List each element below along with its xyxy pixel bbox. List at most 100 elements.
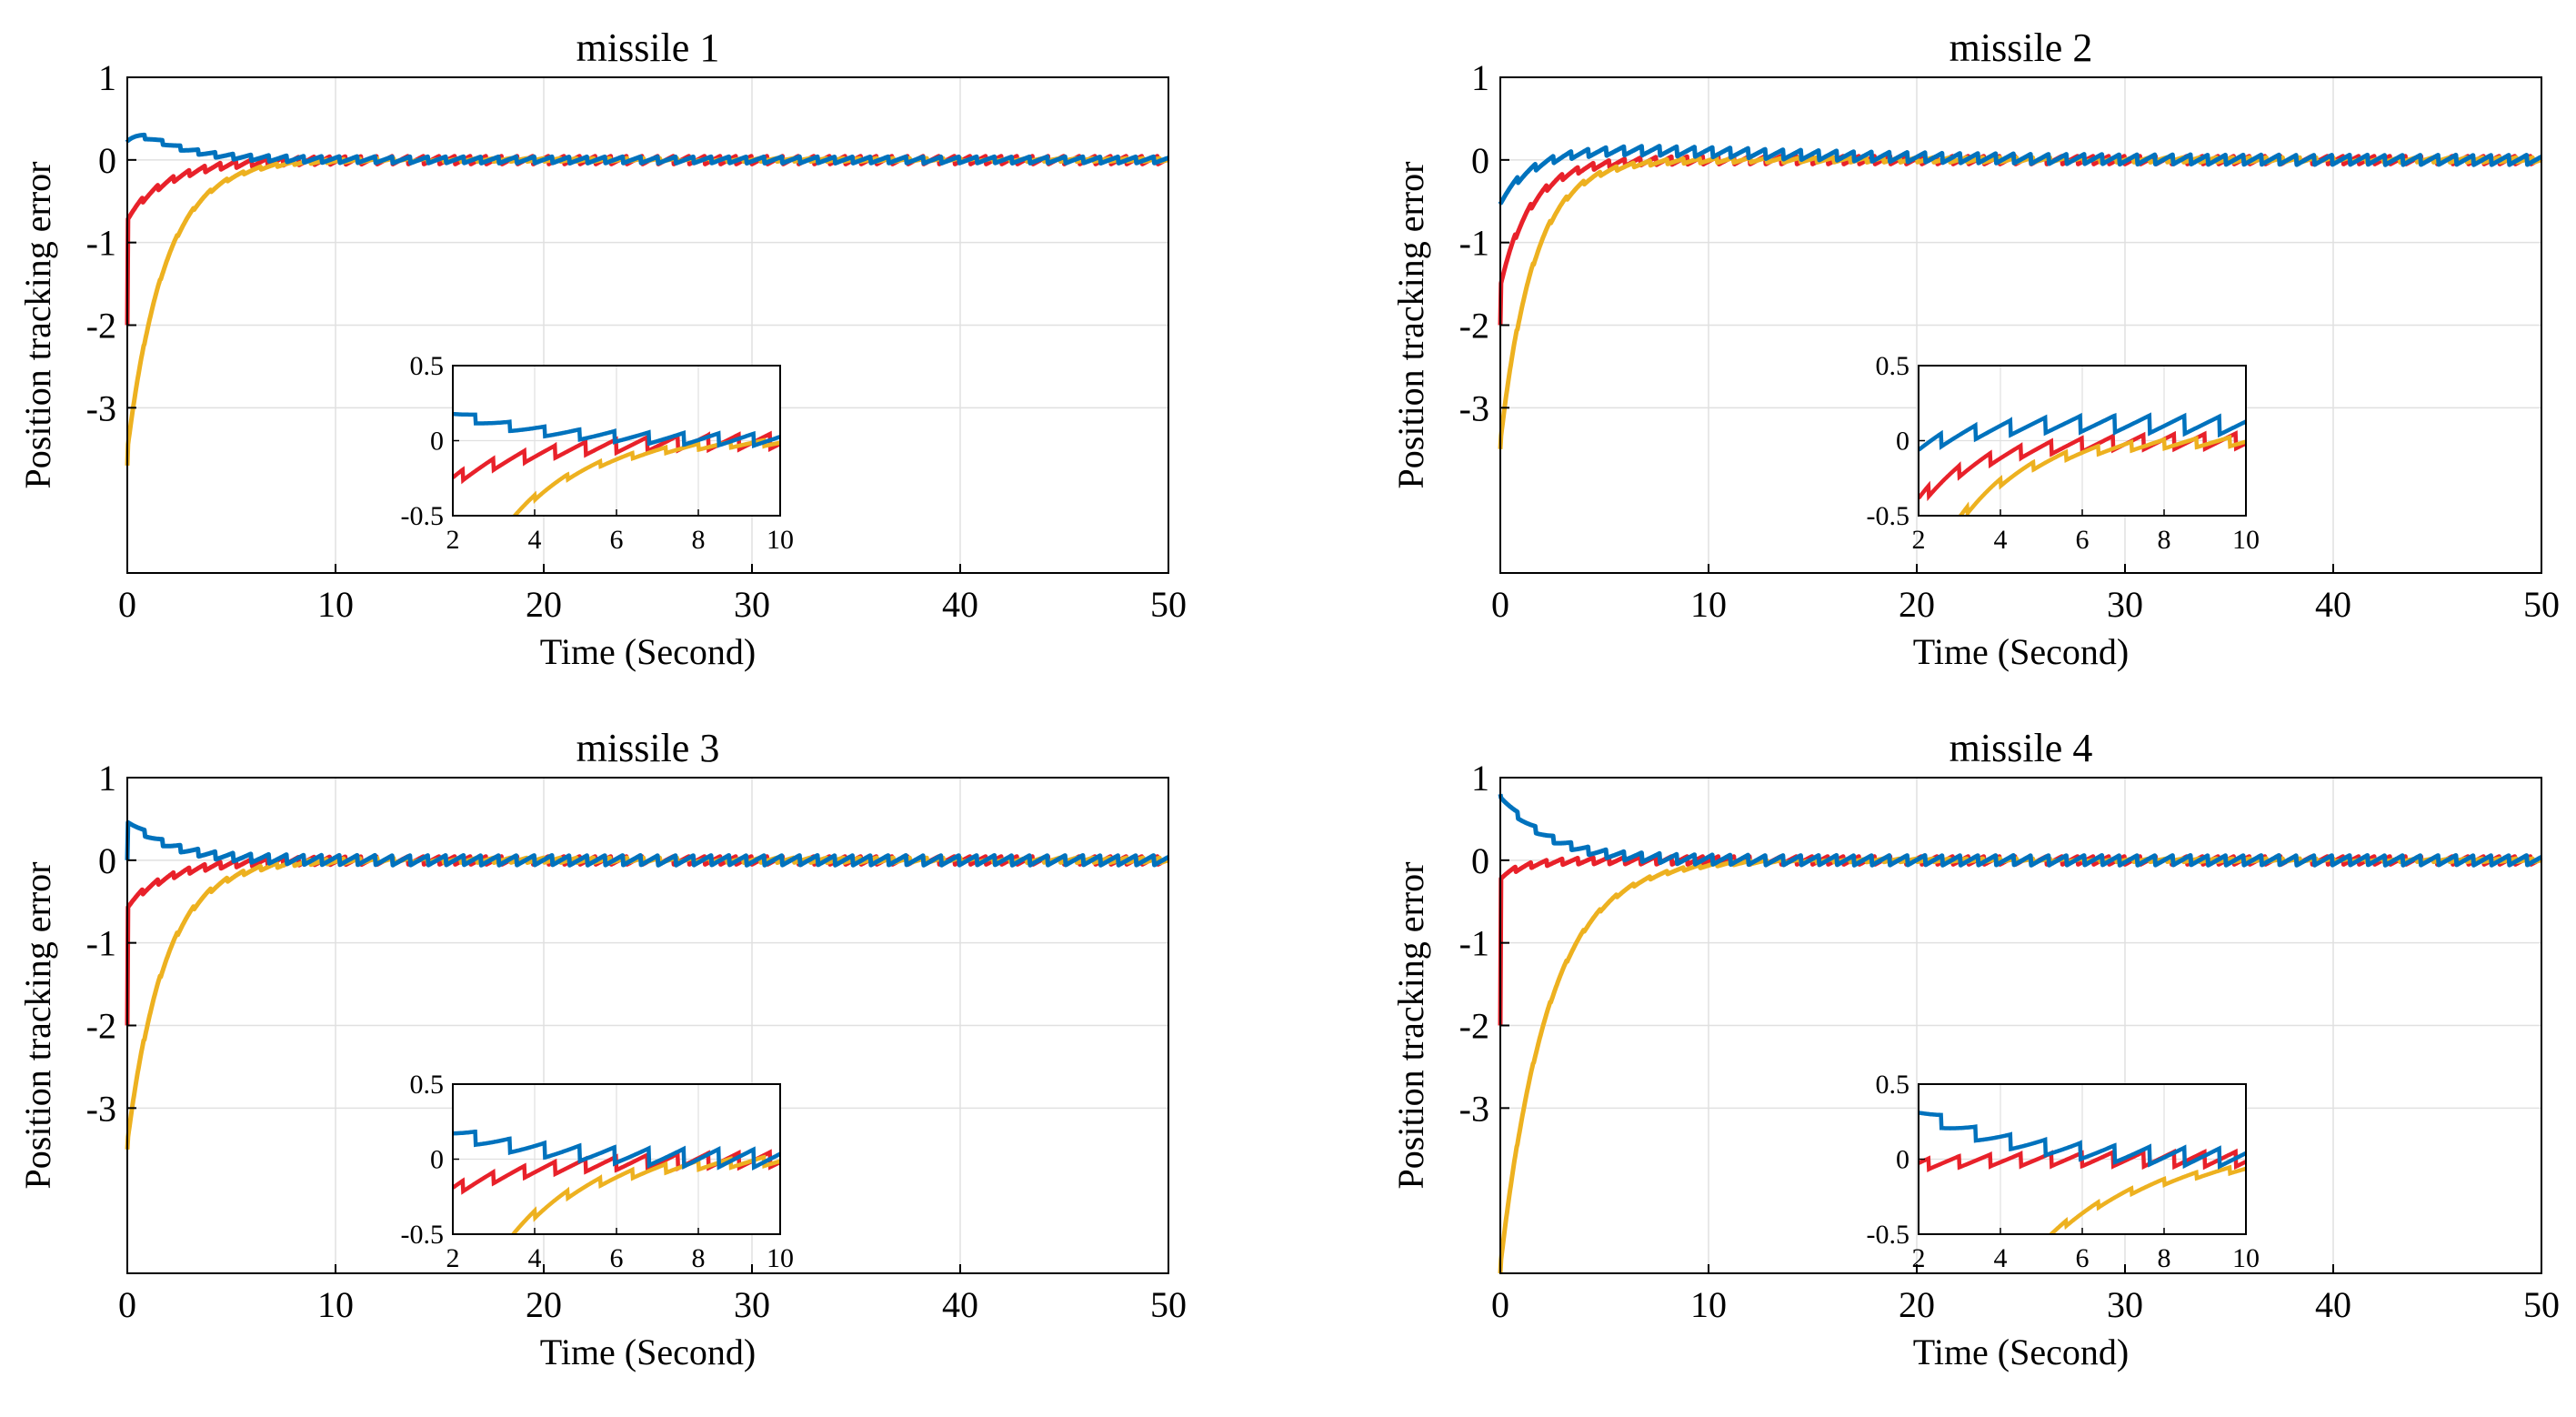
y-axis-label: Position tracking error xyxy=(17,162,58,489)
series-line-red xyxy=(1498,154,2543,326)
series-line-red xyxy=(125,154,1170,326)
y-tick-label: -3 xyxy=(1459,387,1489,428)
x-tick-label: 40 xyxy=(2315,584,2351,625)
y-tick-label: -3 xyxy=(86,1088,116,1129)
inset-x-tick-label: 2 xyxy=(446,525,460,555)
chart-title: missile 3 xyxy=(576,726,720,770)
inset-series-line-blue xyxy=(1919,412,2246,452)
y-tick-label: 1 xyxy=(98,758,116,799)
y-tick-label: -2 xyxy=(86,1006,116,1047)
inset-y-tick-label: -0.5 xyxy=(401,1220,445,1250)
x-tick-label: 20 xyxy=(526,584,562,625)
chart-title: missile 4 xyxy=(1950,726,2093,770)
y-axis-label: Position tracking error xyxy=(1390,162,1431,489)
inset-y-tick-label: 0 xyxy=(430,1145,444,1175)
x-axis-label: Time (Second) xyxy=(1913,631,2129,672)
x-tick-label: 40 xyxy=(2315,1284,2351,1325)
inset-x-tick-label: 4 xyxy=(528,525,542,555)
chart-title: missile 2 xyxy=(1950,25,2093,70)
inset-x-tick-label: 10 xyxy=(767,525,794,555)
y-tick-label: 1 xyxy=(1471,57,1489,98)
inset-x-tick-label: 8 xyxy=(2158,525,2171,555)
x-tick-label: 10 xyxy=(317,584,354,625)
y-tick-label: -1 xyxy=(1459,923,1489,964)
inset-y-tick-label: -0.5 xyxy=(1867,1220,1910,1250)
series-line-blue xyxy=(1498,144,2543,206)
inset-x-tick-label: 4 xyxy=(1994,1243,2008,1273)
x-tick-label: 30 xyxy=(734,1284,770,1325)
x-tick-label: 30 xyxy=(734,584,770,625)
inset-chart: 2 4 6 8 10 0.5 0 -0.5 xyxy=(401,1070,795,1273)
y-tick-label: 1 xyxy=(98,57,116,98)
y-tick-label: 0 xyxy=(1471,840,1489,881)
inset-y-tick-label: 0 xyxy=(1896,427,1909,457)
x-tick-label: 30 xyxy=(2107,584,2143,625)
x-axis-label: Time (Second) xyxy=(540,1332,756,1372)
inset-x-tick-label: 6 xyxy=(2076,525,2090,555)
x-tick-label: 50 xyxy=(1150,1284,1187,1325)
inset-y-tick-label: 0 xyxy=(1896,1145,1909,1175)
x-tick-label: 20 xyxy=(1899,584,1935,625)
series-line-blue xyxy=(125,819,1170,868)
chart-title: missile 1 xyxy=(576,25,720,70)
inset-x-tick-label: 8 xyxy=(692,525,706,555)
inset-y-tick-label: 0.5 xyxy=(1876,1070,1910,1100)
inset-x-tick-label: 2 xyxy=(1912,525,1926,555)
x-tick-label: 40 xyxy=(942,1284,978,1325)
inset-chart: 2 4 6 8 10 0.5 0 -0.5 xyxy=(1867,1070,2260,1273)
x-tick-label: 20 xyxy=(1899,1284,1935,1325)
inset-x-tick-label: 6 xyxy=(610,1243,624,1273)
inset-chart: 2 4 6 8 10 0.5 0 -0.5 xyxy=(1867,351,2260,555)
x-axis-label: Time (Second) xyxy=(540,631,756,672)
inset-series-line-red xyxy=(1919,1148,2246,1172)
x-tick-label: 50 xyxy=(2523,584,2560,625)
y-tick-label: -2 xyxy=(1459,1006,1489,1047)
series-line-blue xyxy=(1498,793,2543,868)
inset-y-tick-label: 0.5 xyxy=(410,1070,445,1100)
x-tick-label: 0 xyxy=(1491,1284,1509,1325)
y-axis-label: Position tracking error xyxy=(17,862,58,1190)
inset-x-tick-label: 4 xyxy=(1994,525,2008,555)
y-tick-label: -3 xyxy=(1459,1088,1489,1129)
x-tick-label: 50 xyxy=(2523,1284,2560,1325)
inset-series-line-blue xyxy=(1919,1110,2246,1170)
inset-series-line-blue xyxy=(453,1130,780,1171)
x-tick-label: 10 xyxy=(1690,1284,1727,1325)
y-tick-label: 0 xyxy=(98,140,116,181)
inset-y-tick-label: -0.5 xyxy=(401,501,445,531)
inset-series-line-orange xyxy=(2048,1164,2246,1234)
x-tick-label: 0 xyxy=(1491,584,1509,625)
x-tick-label: 40 xyxy=(942,584,978,625)
y-tick-label: -1 xyxy=(86,923,116,964)
inset-x-tick-label: 4 xyxy=(528,1243,542,1273)
y-tick-label: 1 xyxy=(1471,758,1489,799)
x-tick-label: 30 xyxy=(2107,1284,2143,1325)
inset-x-tick-label: 10 xyxy=(767,1243,794,1273)
inset-series-line-orange xyxy=(510,1154,780,1234)
x-tick-label: 20 xyxy=(526,1284,562,1325)
y-tick-label: -2 xyxy=(86,306,116,347)
inset-y-tick-label: 0 xyxy=(430,427,444,457)
y-tick-label: 0 xyxy=(98,840,116,881)
y-tick-label: -2 xyxy=(1459,306,1489,347)
inset-x-tick-label: 6 xyxy=(610,525,624,555)
inset-x-tick-label: 10 xyxy=(2232,525,2260,555)
inset-series-line-blue xyxy=(453,411,780,448)
y-axis-label: Position tracking error xyxy=(1390,862,1431,1190)
y-tick-label: -1 xyxy=(86,223,116,264)
x-axis-label: Time (Second) xyxy=(1913,1332,2129,1372)
inset-x-tick-label: 6 xyxy=(2076,1243,2090,1273)
x-tick-label: 0 xyxy=(118,584,136,625)
inset-y-tick-label: -0.5 xyxy=(1867,501,1910,531)
y-tick-label: 0 xyxy=(1471,140,1489,181)
inset-x-tick-label: 10 xyxy=(2232,1243,2260,1273)
inset-y-tick-label: 0.5 xyxy=(410,351,445,381)
x-tick-label: 10 xyxy=(1690,584,1727,625)
inset-chart: 2 4 6 8 10 0.5 0 -0.5 xyxy=(401,351,795,555)
x-tick-label: 10 xyxy=(317,1284,354,1325)
inset-x-tick-label: 2 xyxy=(446,1243,460,1273)
x-tick-label: 50 xyxy=(1150,584,1187,625)
series-line-blue xyxy=(125,132,1170,166)
